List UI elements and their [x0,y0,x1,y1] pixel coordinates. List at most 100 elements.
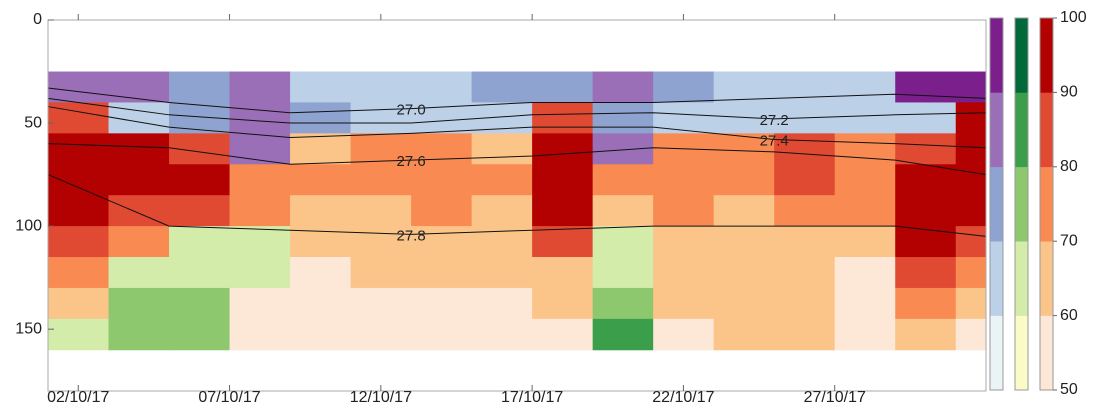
field-cell [774,287,836,320]
field-cell [713,71,775,103]
field-cell [290,164,352,196]
field-cell [290,318,352,351]
field-cell [895,195,957,227]
field-cell [653,318,715,351]
x-tick-label: 07/10/17 [198,389,260,406]
field-cell [108,226,170,258]
x-tick-label: 27/10/17 [804,389,866,406]
colorbar-swatch [990,18,1003,93]
colorbar-tick-label: 90 [1060,84,1078,101]
field-cell [834,164,896,196]
field-cell [471,164,533,196]
field-cell [411,257,473,289]
field-cell [955,226,987,258]
colorbar-swatch [990,315,1003,391]
field-cell [108,164,170,196]
field-cell [411,164,473,196]
field-cell [169,226,231,258]
field-cell [350,287,412,320]
field-cell [532,287,594,320]
field-cell [350,226,412,258]
field-cell [834,318,896,351]
field-cell [592,226,654,258]
field-cell [350,257,412,289]
field-cell [774,318,836,351]
colorbar-tick-label: 70 [1060,232,1078,249]
field-cell [108,318,170,351]
colorbar-swatch [1040,315,1053,391]
field-cell [834,257,896,289]
field-cell [48,318,110,351]
colorbar-frame [1014,17,1029,391]
field-cell [108,133,170,165]
field-cell [955,164,987,196]
field-cell [350,164,412,196]
field-cell [169,195,231,227]
field-cell [653,102,715,134]
contour-line [47,97,987,124]
field-cell [350,133,412,165]
field-cell [411,71,473,103]
y-tick-label: 50 [24,114,42,131]
field-cell [229,257,291,289]
field-cell [48,102,110,134]
contour-label: 27.6 [396,153,425,170]
colorbar-swatch [990,92,1003,168]
field-cell [834,195,896,227]
field-cell [592,164,654,196]
field-cell [290,102,352,134]
field-cell [471,71,533,103]
field-cell [713,287,775,320]
field-cell [653,257,715,289]
field-cell [834,71,896,103]
contour-label: 27.4 [760,133,789,150]
colorbar-tick-label: 50 [1060,381,1078,398]
colorbar-swatch [1015,92,1028,168]
field-cell [532,195,594,227]
field-cell [592,318,654,351]
colorbar-frame [989,17,1004,391]
field-cell [834,102,896,134]
field-cell [411,195,473,227]
colorbar-swatch [1040,166,1053,242]
field-cell [169,318,231,351]
field-cell [895,164,957,196]
field-cell [48,195,110,227]
field-cell [471,133,533,165]
field-cell [774,257,836,289]
field-cell [895,318,957,351]
field-cell [108,287,170,320]
field-cell [532,318,594,351]
field-cell [592,257,654,289]
field-cell [713,318,775,351]
field-cell [713,226,775,258]
field-cell [532,133,594,165]
field-cell [169,164,231,196]
field-cell [411,318,473,351]
colorbar-tick-label: 60 [1060,307,1078,324]
field-cell [834,287,896,320]
field-cell [774,195,836,227]
field-cell [290,257,352,289]
field-cell [229,71,291,103]
field-cell [48,226,110,258]
contour-line [47,174,987,237]
field-cell [108,71,170,103]
y-tick-label: 0 [33,11,42,28]
field-cell [290,195,352,227]
x-tick-label: 17/10/17 [501,389,563,406]
colorbar-tick-label: 100 [1060,9,1087,26]
colorbar-frame [1039,17,1054,391]
colorbar-tick-label: 80 [1060,158,1078,175]
field-cell [895,71,957,103]
colorbar-swatch [990,166,1003,242]
field-cell [834,226,896,258]
field-cell [713,257,775,289]
field-cell [955,318,987,351]
field-cell [411,226,473,258]
field-cell [532,71,594,103]
field-cell [653,226,715,258]
field-cell [48,287,110,320]
field-cell [532,226,594,258]
